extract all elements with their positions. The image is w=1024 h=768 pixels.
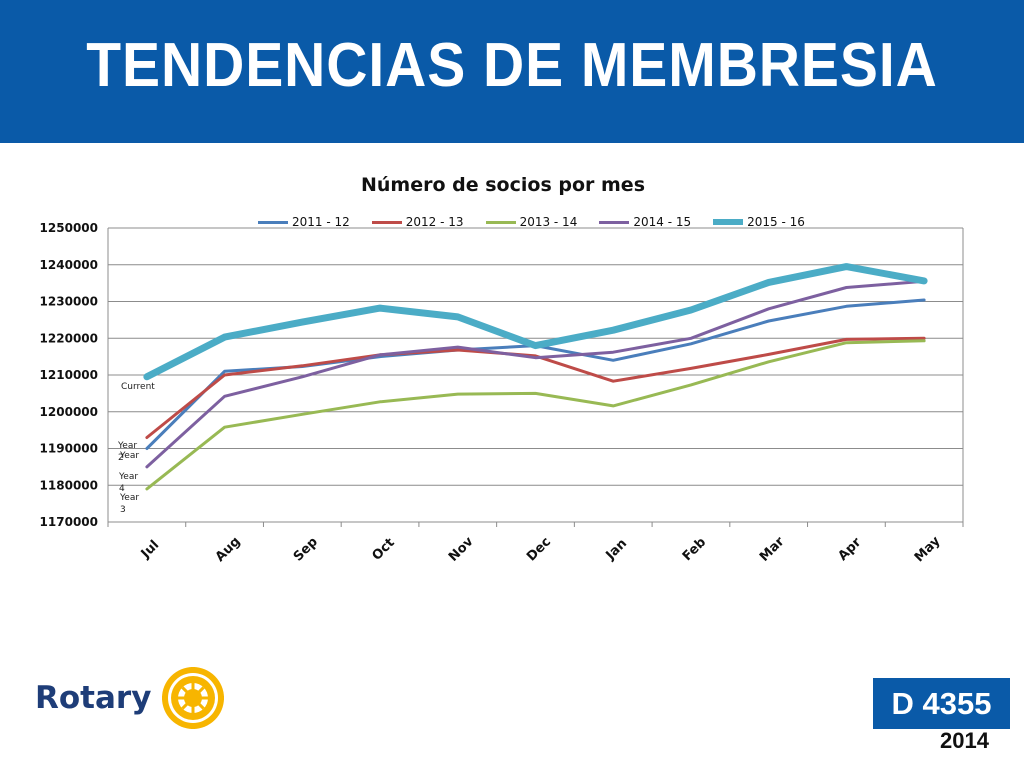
slide-title: TENDENCIAS DE MEMBRESIA <box>86 31 938 100</box>
x-tick-label: Dec <box>524 535 554 565</box>
logo-wordmark: Rotary <box>35 680 152 716</box>
annotation-label: Year 3 <box>119 493 139 515</box>
x-tick-label: May <box>912 533 944 565</box>
rotary-wheel-icon <box>162 667 225 729</box>
x-tick-label: Feb <box>680 535 709 564</box>
series-line-2012-13 <box>145 336 926 439</box>
y-tick-label: 1190000 <box>40 442 98 456</box>
annotation-label: Year <box>119 451 139 461</box>
y-tick-label: 1180000 <box>40 478 98 492</box>
series-line-2014-15 <box>145 279 926 469</box>
x-tick-label: Apr <box>836 535 865 564</box>
y-tick-label: 1240000 <box>40 258 98 272</box>
chart-title: Número de socios por mes <box>361 174 645 196</box>
y-tick-label: 1200000 <box>40 405 98 419</box>
annotation-label: Current <box>121 382 155 392</box>
annotation-label: Year 2 <box>117 441 137 463</box>
legend-swatch <box>713 219 744 225</box>
y-tick-label: 1250000 <box>40 221 98 235</box>
legend-swatch <box>599 220 630 224</box>
series-line-2013-14 <box>145 339 926 491</box>
y-tick-label: 1230000 <box>40 295 98 309</box>
x-tick-label: Jan <box>603 536 630 563</box>
legend-label: 2013 - 14 <box>519 215 578 229</box>
x-tick-label: Jul <box>138 538 162 562</box>
legend-label: 2012 - 13 <box>405 215 464 229</box>
annotation-label: Year 4 <box>118 472 138 494</box>
legend-swatch <box>371 220 402 224</box>
y-tick-label: 1170000 <box>40 515 98 529</box>
x-tick-label: Oct <box>369 535 397 563</box>
year-label: 2014 <box>940 728 989 753</box>
legend-label: 2011 - 12 <box>292 215 350 229</box>
legend-item: 2011 - 12 <box>258 215 350 229</box>
x-tick-label: Sep <box>291 534 321 564</box>
legend-swatch <box>485 220 516 224</box>
legend-item: 2012 - 13 <box>371 215 464 229</box>
x-tick-label: Aug <box>213 534 244 565</box>
legend-item: 2015 - 16 <box>713 215 805 229</box>
district-badge: D 4355 <box>873 678 1010 729</box>
title-banner: TENDENCIAS DE MEMBRESIA <box>0 0 1024 143</box>
legend-swatch <box>258 220 288 224</box>
x-tick-label: Mar <box>757 534 788 565</box>
y-tick-label: 1210000 <box>40 368 98 382</box>
series-line-2015-16 <box>143 263 928 381</box>
line-chart: 1170000 1180000 1190000 1200000 1210000 12200… <box>40 221 964 565</box>
legend-item: 2013 - 14 <box>485 215 578 229</box>
chart-legend: 2011 - 12 2012 - 13 2013 - 14 2014 - 15 2015… <box>258 215 805 229</box>
x-tick-label: Nov <box>446 534 477 565</box>
legend-label: 2015 - 16 <box>747 215 805 229</box>
y-tick-label: 1220000 <box>40 331 98 345</box>
series-line-2011-12 <box>145 298 926 450</box>
rotary-logo: Rotary <box>35 663 227 733</box>
legend-item: 2014 - 15 <box>599 215 691 229</box>
legend-label: 2014 - 15 <box>633 215 692 229</box>
